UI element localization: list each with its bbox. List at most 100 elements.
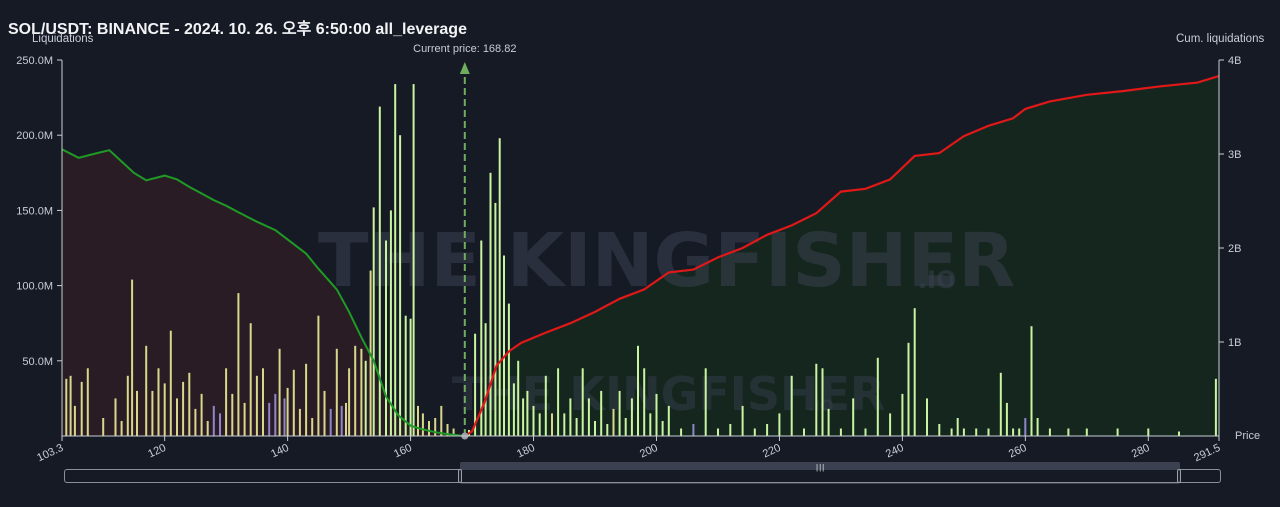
liquidation-bar — [532, 405, 535, 436]
liquidation-bar — [345, 402, 347, 436]
cumulative-lines — [61, 74, 1220, 437]
liquidation-bar — [643, 368, 646, 436]
liquidation-bar — [200, 393, 203, 436]
liquidation-bar — [600, 390, 603, 436]
liquidation-bar — [526, 390, 529, 436]
liquidation-bar — [286, 387, 289, 436]
liquidation-bar — [194, 408, 197, 436]
left-tick-label: 50.0M — [22, 356, 53, 368]
liquidation-bar — [630, 398, 633, 436]
liquidation-bar — [372, 207, 375, 436]
liquidation-bar — [507, 303, 510, 436]
x-tick-label: 120 — [146, 442, 168, 461]
range-grip-icon[interactable]: ||| — [816, 463, 826, 472]
liquidation-bar — [839, 428, 842, 436]
liquidation-bar — [219, 413, 221, 436]
liquidation-bar — [704, 368, 707, 436]
right-tick-label: 3B — [1228, 149, 1241, 161]
liquidation-bar — [1085, 428, 1088, 436]
liquidation-bar — [551, 413, 553, 436]
liquidation-bar — [262, 368, 264, 436]
liquidation-bar — [962, 428, 965, 436]
liquidation-bar — [212, 405, 215, 436]
liquidation-bar — [594, 421, 596, 436]
liquidation-bar — [489, 172, 492, 437]
liquidation-bar — [1012, 428, 1015, 436]
liquidation-bar — [399, 135, 402, 436]
liquidation-bar — [1018, 428, 1021, 436]
liquidation-bar — [126, 375, 129, 436]
liquidation-bar — [409, 318, 412, 436]
liquidation-bar — [581, 368, 584, 436]
left-axis-title: Liquidations — [32, 33, 94, 45]
range-handle-right[interactable] — [1177, 469, 1181, 483]
liquidation-bar — [231, 393, 234, 436]
liquidation-bar — [169, 330, 172, 436]
liquidation-bar — [131, 279, 134, 436]
liquidation-bar — [680, 428, 683, 436]
left-tick-label: 150.0M — [16, 205, 53, 217]
liquidation-bar — [394, 84, 397, 436]
liquidation-bar — [120, 421, 123, 436]
liquidation-bar — [815, 363, 818, 436]
range-scrollbar[interactable] — [64, 469, 1221, 483]
liquidation-bar — [163, 383, 166, 436]
liquidation-bar — [434, 418, 437, 436]
right-axis-title: Cum. liquidations — [1176, 33, 1265, 45]
liquidation-bar — [114, 398, 117, 436]
liquidation-bar — [364, 360, 367, 436]
liquidation-bar — [624, 418, 627, 436]
liquidation-bar — [268, 402, 271, 436]
liquidation-bar — [1030, 326, 1033, 436]
liquidation-bar — [498, 138, 501, 436]
liquidation-bar — [278, 348, 281, 436]
liquidation-bar — [80, 381, 83, 436]
liquidation-bar — [637, 345, 639, 436]
liquidation-bar — [655, 393, 658, 436]
liquidation-bar — [926, 398, 928, 436]
liquidation-bar — [1005, 402, 1008, 436]
x-tick-label: 260 — [1007, 442, 1029, 461]
x-tick-label: 200 — [638, 442, 660, 461]
liquidation-bar — [1178, 431, 1180, 436]
range-scrollbar-top[interactable] — [460, 462, 1180, 470]
liquidation-bar — [421, 413, 424, 436]
range-handle-left[interactable] — [458, 469, 462, 483]
liquidation-bar — [938, 424, 941, 436]
liquidation-bar — [717, 428, 719, 436]
liquidation-bar — [563, 413, 566, 436]
liquidation-bar — [151, 390, 154, 436]
liquidation-bar — [249, 323, 252, 436]
liquidation-bar — [86, 368, 89, 436]
liquidation-bar — [1116, 428, 1119, 436]
liquidation-bar — [136, 390, 138, 436]
liquidation-bar — [188, 372, 191, 436]
liquidation-bar — [907, 342, 910, 436]
liquidation-bar — [1024, 418, 1027, 436]
liquidation-bar — [950, 428, 953, 436]
liquidation-bar — [517, 360, 520, 436]
x-tick-label: 240 — [884, 442, 906, 461]
liquidation-bar — [587, 398, 590, 436]
liquidation-bar — [225, 368, 228, 436]
x-tick-label: 280 — [1130, 442, 1152, 461]
long-cumulative-area — [464, 76, 1219, 436]
x-axis-title: Price — [1235, 430, 1260, 442]
liquidation-bar — [182, 381, 185, 436]
current-price-marker: Current price: 168.82 — [413, 43, 516, 440]
short-cumulative-area — [62, 149, 465, 437]
liquidation-bar — [999, 372, 1002, 436]
liquidation-bar — [1147, 428, 1150, 436]
liquidation-bar — [354, 345, 357, 436]
liquidation-bar — [385, 240, 387, 436]
liquidation-bar — [649, 413, 652, 436]
liquidation-bar — [335, 348, 338, 436]
cumulative-areas — [62, 76, 1219, 437]
liquidation-bar — [827, 408, 830, 436]
liquidation-bar — [440, 405, 443, 436]
x-tick-label: 291.5 — [1192, 442, 1222, 465]
liquidation-bars — [65, 84, 1217, 437]
liquidation-bar — [852, 398, 855, 436]
liquidation-bar — [412, 84, 415, 436]
